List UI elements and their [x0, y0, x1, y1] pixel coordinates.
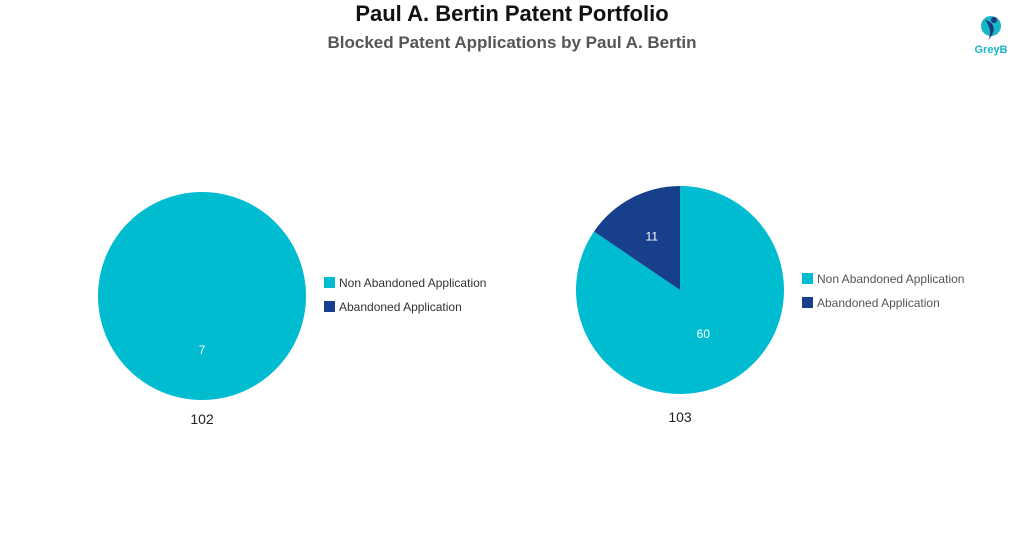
- pie-2-slice-2: [594, 186, 680, 290]
- pie-1-data-label-1: 7: [199, 343, 206, 357]
- chart-subtitle: Blocked Patent Applications by Paul A. B…: [327, 33, 697, 52]
- pie-2-legend-label-2: Abandoned Application: [817, 296, 940, 310]
- pie-2-legend-label-1: Non Abandoned Application: [817, 272, 964, 286]
- greyb-logo-text: GreyB: [974, 44, 1008, 56]
- pie-2-data-label-2: 11: [646, 230, 659, 244]
- pie-1-legend-label-2: Abandoned Application: [339, 300, 462, 314]
- pie-2-slice-1: [576, 186, 785, 394]
- chart-title: Paul A. Bertin Patent Portfolio: [355, 1, 669, 26]
- pie-1-legend-swatch-1: [324, 277, 335, 288]
- pie-1-legend-swatch-2: [324, 301, 335, 312]
- pie-2-data-label-1: 60: [697, 327, 711, 341]
- pie-1-caption: 102: [190, 411, 214, 427]
- pie-2-legend-swatch-1: [802, 273, 813, 284]
- pie-1-slice-1: [98, 192, 306, 400]
- pie-1-legend-label-1: Non Abandoned Application: [339, 276, 486, 290]
- pie-2-caption: 103: [668, 409, 692, 425]
- greyb-logo-icon: [981, 16, 1001, 40]
- pie-2-legend-swatch-2: [802, 297, 813, 308]
